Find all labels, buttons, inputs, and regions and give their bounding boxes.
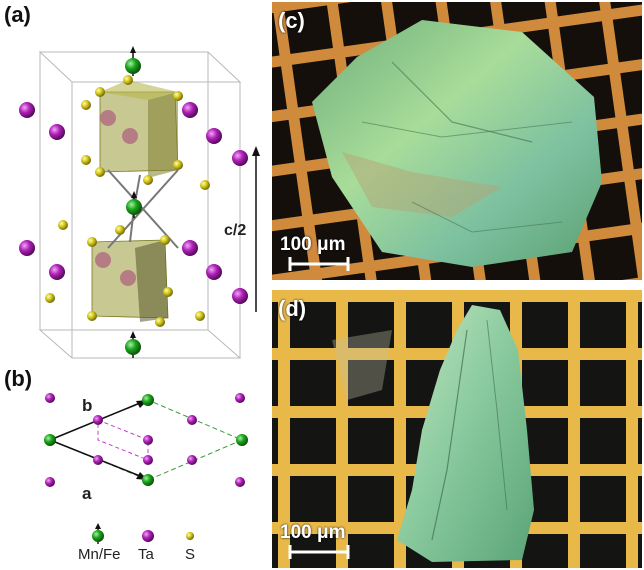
mnfe-atoms xyxy=(125,46,142,358)
unit-cell-box xyxy=(38,51,242,359)
panel-d-label: (d) xyxy=(278,296,307,321)
scale-label-c: 100 μm xyxy=(280,234,346,255)
axis-b-label: b xyxy=(82,396,93,415)
primitive-cell-outline xyxy=(97,419,149,461)
c-half-label: c/2 xyxy=(224,222,247,239)
panel-b-label: (b) xyxy=(4,366,33,391)
upper-octahedron xyxy=(99,80,179,178)
crystal-structure-diagram xyxy=(19,46,260,359)
lattice-atoms xyxy=(44,393,248,487)
axis-a-label: a xyxy=(82,484,92,503)
flake-d xyxy=(397,305,534,562)
legend-mnfe-label: Mn/Fe xyxy=(78,546,121,563)
ta-atoms xyxy=(19,102,248,304)
micrograph-d xyxy=(272,290,642,568)
micrograph-c xyxy=(272,2,642,280)
legend-ta-label: Ta xyxy=(138,546,154,563)
panel-c-label: (c) xyxy=(278,8,305,33)
legend-swatches xyxy=(92,523,194,544)
lattice-projection-diagram xyxy=(44,393,248,487)
scale-label-d: 100 μm xyxy=(280,522,346,543)
panel-a-label: (a) xyxy=(4,2,31,27)
c-axis-arrow xyxy=(252,146,260,312)
s-atoms xyxy=(45,75,210,327)
legend-s-label: S xyxy=(185,546,196,563)
flake-c xyxy=(312,20,602,267)
